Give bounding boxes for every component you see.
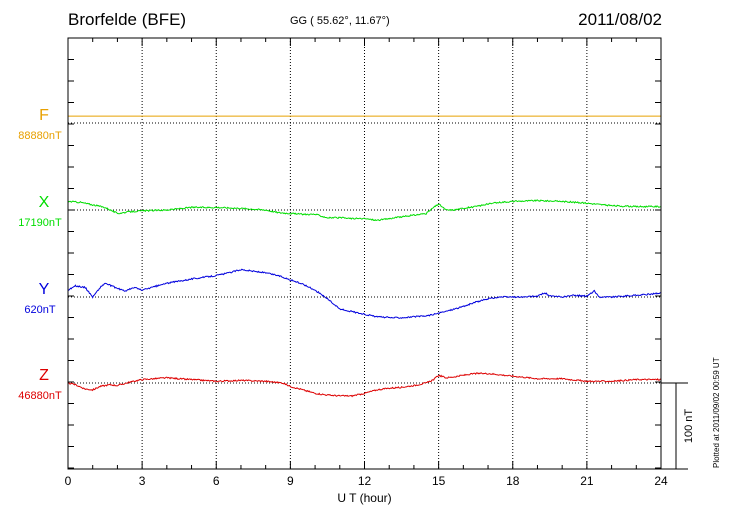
series-baseline-x: 17190nT (18, 217, 62, 229)
x-tick-label: 9 (287, 474, 294, 488)
x-tick-label: 6 (213, 474, 220, 488)
series-baseline-y: 620nT (24, 304, 55, 316)
x-tick-label: 18 (506, 474, 520, 488)
series-name-f: F (39, 107, 49, 124)
coordinates-label: GG ( 55.62°, 11.67°) (290, 15, 390, 27)
series-name-x: X (39, 194, 50, 211)
x-tick-label: 0 (65, 474, 72, 488)
x-axis-label: U T (hour) (337, 491, 391, 505)
series-line-z (68, 372, 662, 398)
series-line-x (67, 199, 662, 222)
axes (67, 37, 688, 470)
series-name-z: Z (39, 367, 49, 384)
grid (68, 38, 661, 469)
series-name-y: Y (39, 281, 50, 298)
series-line-y (67, 268, 661, 319)
series-baseline-f: 88880nT (18, 130, 62, 142)
date-label: 2011/08/02 (578, 10, 662, 29)
x-tick-label: 12 (358, 474, 372, 488)
scale-bar-label: 100 nT (683, 409, 695, 444)
series-layer (67, 115, 662, 398)
series-baseline-z: 46880nT (18, 390, 62, 402)
x-tick-label: 15 (432, 474, 446, 488)
x-tick-label: 3 (139, 474, 146, 488)
x-tick-label: 21 (580, 474, 594, 488)
labels: 0 3 6 9 12 15 18 21 24 U T (hour) F 88880nT X 17190nT… (18, 107, 695, 505)
x-tick-label: 24 (654, 474, 668, 488)
station-title: Brorfelde (BFE) (68, 10, 187, 29)
